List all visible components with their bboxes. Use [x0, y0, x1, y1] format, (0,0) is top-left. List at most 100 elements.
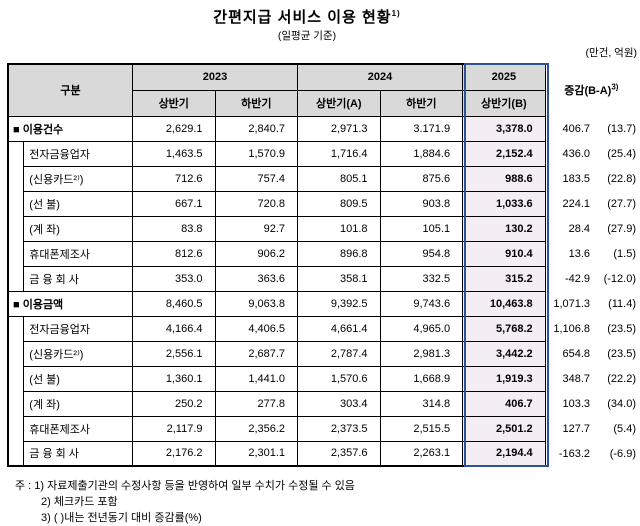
cell-value: 353.0	[132, 265, 216, 292]
footnote-2: 2) 체크카드 포함	[41, 496, 118, 508]
table-row: 금 융 회 사 353.0 363.6 358.1 332.5 315.2 -4…	[8, 265, 637, 292]
cell-value: 2,840.7	[214, 115, 299, 142]
cell-change: -163.2	[545, 441, 594, 466]
row-label: (신용카드²⁾)	[23, 165, 133, 192]
table-row: (선 불) 1,360.1 1,441.0 1,570.6 1,668.9 1,…	[8, 365, 637, 392]
row-label: 전자금융업자	[23, 315, 133, 342]
cell-value: 875.6	[379, 165, 464, 192]
cell-value: 903.8	[379, 190, 464, 217]
indent-strip	[7, 315, 25, 467]
cell-value-highlight: 2,194.4	[462, 440, 546, 467]
cell-value: 1,463.5	[132, 140, 216, 167]
page-title-text: 간편지급 서비스 이용 현황	[213, 9, 392, 26]
row-label: 전자금융업자	[23, 140, 133, 167]
cell-value: 809.5	[297, 190, 381, 217]
cell-value: 9,392.5	[297, 290, 381, 317]
footnote-3: 3) ( )내는 전년동기 대비 증감률(%)	[41, 512, 202, 524]
table-row: 금 융 회 사 2,176.2 2,301.1 2,357.6 2,263.1 …	[8, 440, 637, 467]
cell-change-pct: (22.8)	[593, 166, 637, 191]
cell-value: 1,360.1	[132, 365, 216, 392]
cell-change-pct: (23.5)	[593, 341, 637, 366]
cell-value: 2,556.1	[132, 340, 216, 367]
cell-change: 224.1	[545, 191, 594, 216]
cell-value: 9,063.8	[214, 290, 299, 317]
cell-value: 812.6	[132, 240, 216, 267]
cell-value: 2,787.4	[297, 340, 381, 367]
cell-value-highlight: 130.2	[462, 215, 546, 242]
cell-value: 250.2	[132, 390, 216, 417]
cell-value: 757.4	[214, 165, 299, 192]
cell-change: 1,071.3	[545, 291, 594, 316]
table-row-section-count: ■ 이용건수 2,629.1 2,840.7 2,971.3 3.171.9 3…	[7, 115, 637, 142]
change-header-footnote-marker: 3)	[611, 82, 619, 92]
change-header: 증감(B-A)3)	[545, 64, 637, 116]
cell-value: 4,661.4	[297, 315, 381, 342]
cell-change: 1,106.8	[545, 316, 594, 341]
change-header-label: 증감(B-A)	[564, 85, 612, 97]
cell-change: 103.3	[545, 391, 594, 416]
page-title: 간편지급 서비스 이용 현황1)	[7, 6, 607, 27]
table-row: (계 좌) 250.2 277.8 303.4 314.8 406.7 103.…	[8, 390, 637, 417]
cell-value: 1,884.6	[379, 140, 464, 167]
cell-value: 2,629.1	[132, 115, 216, 142]
page-subtitle: (일평균 기준)	[277, 30, 337, 42]
cell-change-pct: (5.4)	[593, 416, 637, 441]
table-header-row-2: 상반기 하반기 상반기(A) 하반기 상반기(B)	[8, 89, 637, 117]
cell-value: 2,301.1	[214, 440, 299, 467]
cell-value: 2,357.6	[297, 440, 381, 467]
subhead-2024-h2: 하반기	[379, 89, 464, 117]
cell-value-highlight: 910.4	[462, 240, 546, 267]
row-label: (계 좌)	[23, 215, 133, 242]
footnote-1: 주 : 1) 자료제출기관의 수정사항 등을 반영하여 일부 수치가 수정될 수…	[15, 480, 355, 492]
cell-value: 2,971.3	[297, 115, 381, 142]
row-label: (선 불)	[23, 365, 133, 392]
cell-value: 314.8	[379, 390, 464, 417]
row-label: 금 융 회 사	[23, 440, 133, 467]
cell-value: 92.7	[214, 215, 299, 242]
table-header-row-1: 구분 2023 2024 2025 증감(B-A)3)	[7, 63, 637, 117]
cell-change: 436.0	[545, 141, 594, 166]
table-row: 휴대폰제조사 812.6 906.2 896.8 954.8 910.4 13.…	[8, 240, 637, 267]
cell-change: 28.4	[545, 216, 594, 241]
cell-value-highlight: 2,501.2	[462, 415, 546, 442]
table-row: 전자금융업자 4,166.4 4,406.5 4,661.4 4,965.0 5…	[7, 315, 637, 467]
cell-value: 906.2	[214, 240, 299, 267]
cell-value: 667.1	[132, 190, 216, 217]
cell-value: 2,176.2	[132, 440, 216, 467]
cell-value: 277.8	[214, 390, 299, 417]
cell-change-pct: (22.2)	[593, 366, 637, 391]
cell-value: 712.6	[132, 165, 216, 192]
table-row: (계 좌) 83.8 92.7 101.8 105.1 130.2 28.4 (…	[8, 215, 637, 242]
cell-value-highlight: 1,919.3	[462, 365, 546, 392]
table-row: (선 불) 667.1 720.8 809.5 903.8 1,033.6 22…	[8, 190, 637, 217]
footnotes: 주 : 1) 자료제출기관의 수정사항 등을 반영하여 일부 수치가 수정될 수…	[15, 478, 637, 526]
cell-value: 1,570.9	[214, 140, 299, 167]
row-label: ■ 이용건수	[7, 115, 133, 142]
cell-value: 4,965.0	[379, 315, 464, 342]
cell-change: 348.7	[545, 366, 594, 391]
cell-change-pct: (25.4)	[593, 141, 637, 166]
cell-value: 4,166.4	[132, 315, 216, 342]
table-row: 전자금융업자 1,463.5 1,570.9 1,716.4 1,884.6 2…	[7, 140, 637, 292]
cell-change: 406.7	[545, 116, 594, 141]
cell-value-highlight: 10,463.8	[462, 290, 546, 317]
row-label: ■ 이용금액	[7, 290, 133, 317]
cell-value: 1,441.0	[214, 365, 299, 392]
year-header-2025: 2025	[462, 63, 546, 91]
cell-value: 9,743.6	[379, 290, 464, 317]
subhead-2023-h1: 상반기	[132, 89, 216, 117]
cell-change-pct: (1.5)	[593, 241, 637, 266]
title-block: 간편지급 서비스 이용 현황1) (일평균 기준)	[7, 6, 607, 43]
table-row: (신용카드²⁾) 712.6 757.4 805.1 875.6 988.6 1…	[8, 165, 637, 192]
year-header-2023: 2023	[131, 63, 299, 91]
year-header-2024: 2024	[297, 63, 464, 91]
page-title-footnote-marker: 1)	[391, 9, 401, 18]
cell-value: 805.1	[297, 165, 381, 192]
cell-value-highlight: 315.2	[462, 265, 546, 292]
cell-change-pct: (27.7)	[593, 191, 637, 216]
row-label: (선 불)	[23, 190, 133, 217]
unit-note: (만건, 억원)	[585, 47, 637, 59]
cell-value: 101.8	[297, 215, 381, 242]
stats-table: 구분 2023 2024 2025 증감(B-A)3) 상반기 하반기 상반기(…	[7, 63, 637, 467]
cell-change-pct: (-6.9)	[593, 441, 637, 466]
